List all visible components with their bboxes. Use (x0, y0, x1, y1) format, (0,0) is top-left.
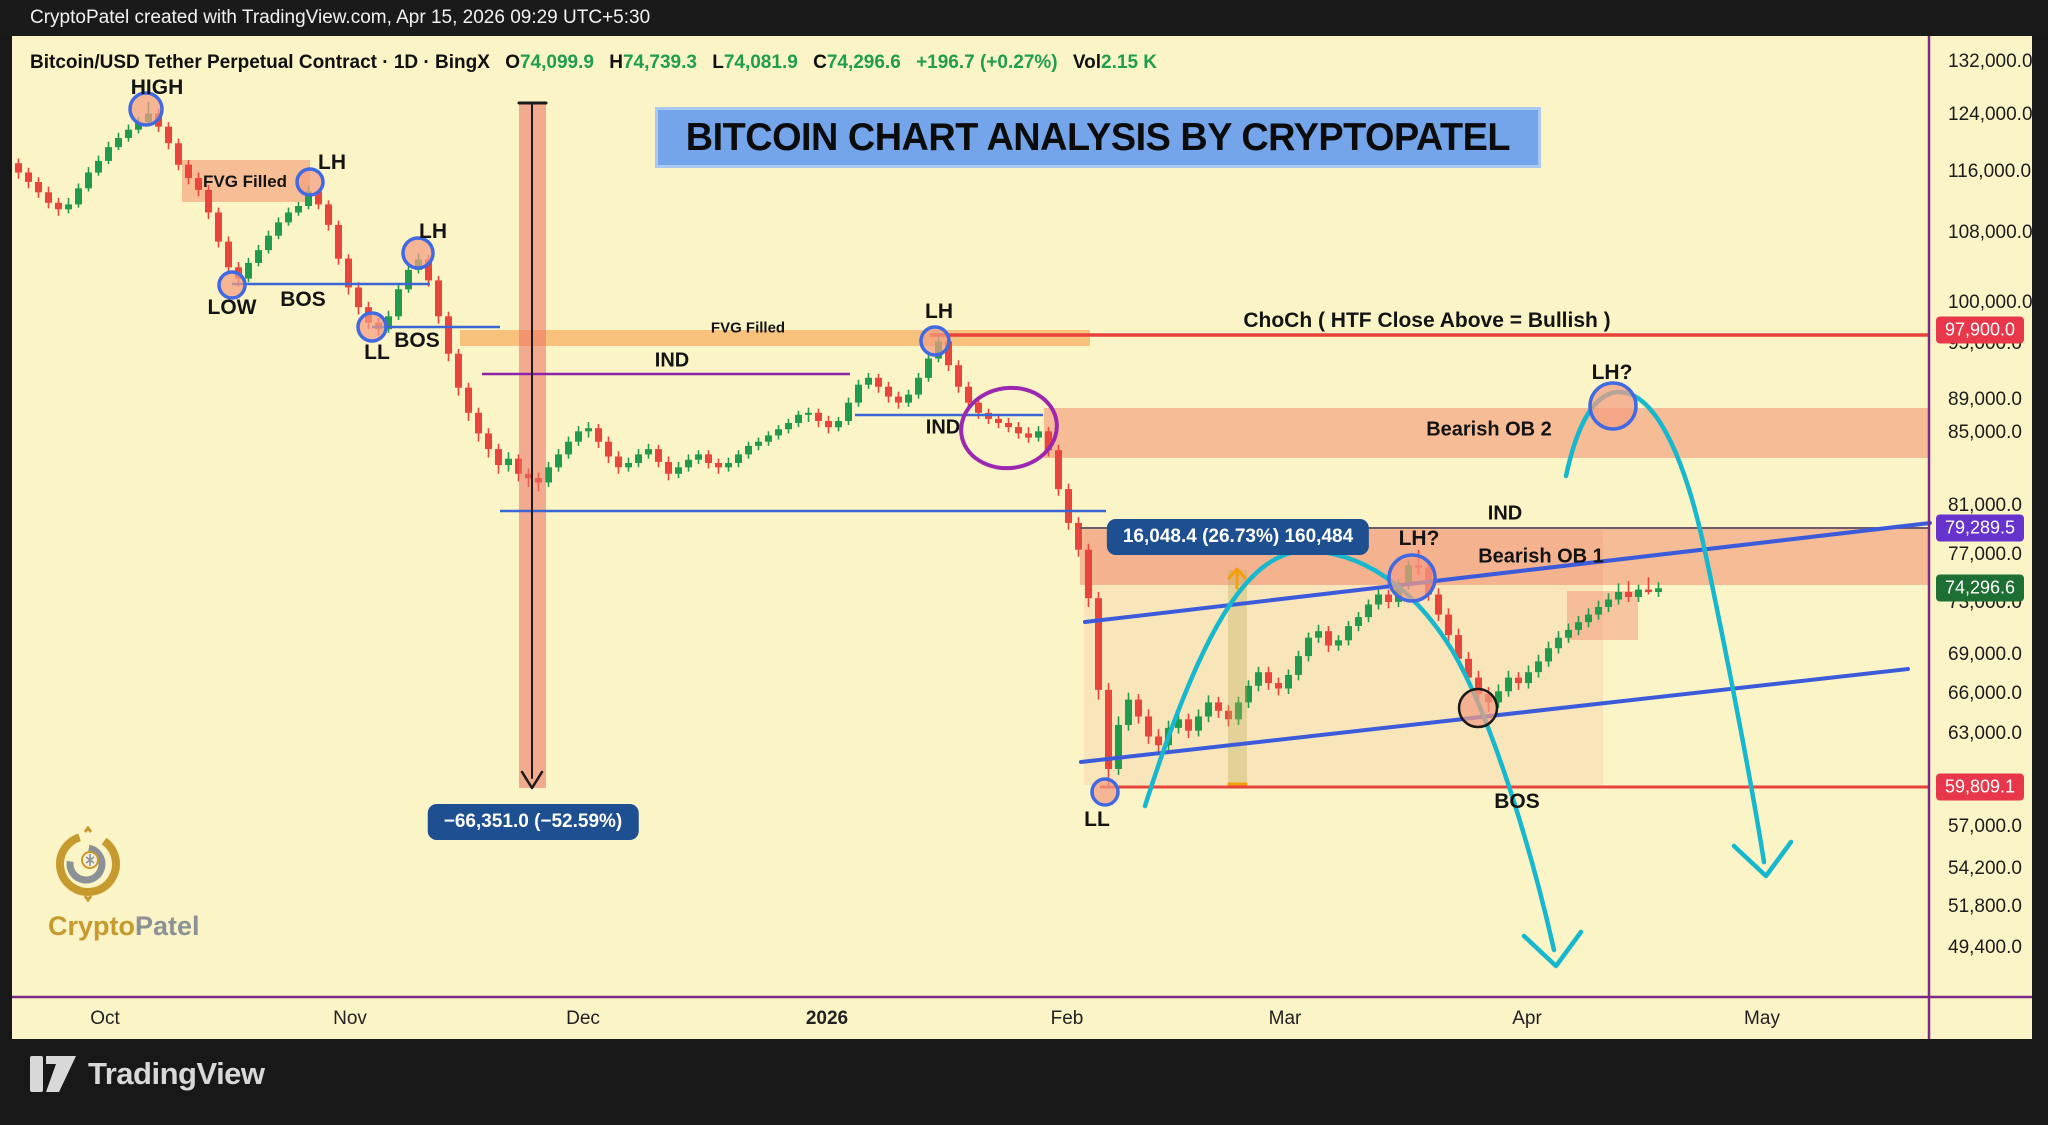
price-level-badge: 74,296.6 (1936, 574, 2025, 602)
ohlc-open-label: O (505, 52, 520, 73)
chart-annotation[interactable]: IND (654, 349, 690, 372)
price-level-badge: 79,289.5 (1936, 514, 2025, 542)
low-circle[interactable] (217, 270, 247, 300)
cyan-arc-1[interactable] (1142, 548, 1557, 953)
chart-annotation[interactable]: LL (1084, 808, 1110, 831)
chart-annotation[interactable]: BOS (1494, 790, 1540, 813)
lh-question-circle-1[interactable] (1387, 553, 1437, 603)
chart-annotation[interactable]: LOW (207, 296, 257, 319)
ohlc-high-value: 74,739.3 (622, 52, 697, 73)
volume-label: Vol (1072, 52, 1102, 73)
chart-annotation[interactable]: BOS (280, 288, 326, 311)
cyan-arrowhead-2[interactable] (1731, 839, 1794, 879)
ind-ellipse[interactable] (956, 382, 1062, 475)
price-scale-label: 49,400.0 (1948, 937, 2022, 958)
cryptopatel-logo: CryptoPatel (48, 825, 248, 942)
price-scale-label: 85,000.0 (1948, 422, 2022, 443)
chart-annotation[interactable]: IND (925, 416, 961, 439)
volume-value: 2.15 K (1101, 52, 1158, 73)
ohlc-low-value: 74,081.9 (723, 52, 798, 73)
lh-circle-3[interactable] (919, 325, 951, 357)
ohlc-open-value: 74,099.9 (519, 52, 594, 73)
time-axis-label: May (1744, 1008, 1780, 1029)
ohlc-close-value: 74,296.6 (826, 52, 901, 73)
chart-annotation[interactable]: HIGH (130, 76, 184, 99)
time-axis-label: Apr (1512, 1008, 1542, 1029)
chart-annotation[interactable]: LH (419, 220, 447, 243)
price-scale-label: 124,000.0 (1948, 104, 2033, 125)
price-scale-label: 77,000.0 (1948, 544, 2022, 565)
time-axis-label: Dec (566, 1008, 600, 1029)
ohlc-low-label: L (712, 52, 724, 73)
change-value: +196.7 (+0.27%) (916, 52, 1058, 73)
ll-circle-2[interactable] (1090, 777, 1120, 807)
price-scale-label: 100,000.0 (1948, 292, 2033, 313)
chart-annotation[interactable]: LH? (1398, 527, 1440, 550)
long-tool-arrow[interactable] (1227, 567, 1247, 590)
price-level-badge: 97,900.0 (1936, 316, 2025, 344)
cryptopatel-logo-text: CryptoPatel (48, 911, 200, 941)
upper-channel[interactable] (1083, 521, 1932, 624)
chart-annotation[interactable]: Bearish OB 1 (1478, 545, 1604, 568)
lh-circle-2[interactable] (401, 236, 435, 270)
chart-annotation[interactable]: ChoCh ( HTF Close Above = Bullish ) (1243, 309, 1611, 332)
tradingview-wordmark: TradingView (88, 1056, 265, 1091)
title-banner-text: BITCOIN CHART ANALYSIS BY CRYPTOPATEL (685, 115, 1511, 159)
price-level-badge: 59,809.1 (1936, 773, 2025, 801)
title-banner[interactable]: BITCOIN CHART ANALYSIS BY CRYPTOPATEL (655, 107, 1541, 168)
cryptopatel-logo-icon (56, 825, 120, 903)
price-scale-label: 63,000.0 (1948, 723, 2022, 744)
top-bar: CryptoPatel created with TradingView.com… (0, 0, 2048, 36)
time-axis-label: 2026 (805, 1008, 849, 1029)
chart-annotation[interactable]: LH (925, 300, 953, 323)
measurement-badge[interactable]: −66,351.0 (−52.59%) (427, 804, 639, 840)
ll-circle-1[interactable] (356, 311, 388, 343)
chart-annotation[interactable]: IND (1487, 502, 1523, 525)
chart-annotation[interactable]: LH (318, 151, 346, 174)
time-axis[interactable] (12, 999, 2032, 1039)
symbol-header[interactable]: Bitcoin/USD Tether Perpetual Contract · … (30, 52, 1157, 74)
price-scale-label: 66,000.0 (1948, 683, 2022, 704)
price-scale-label: 51,800.0 (1948, 896, 2022, 917)
ohlc-high-label: H (609, 52, 623, 73)
chart-annotation[interactable]: FVG Filled (202, 172, 288, 191)
price-scale-label: 108,000.0 (1948, 222, 2033, 243)
price-scale-label: 54,200.0 (1948, 858, 2022, 879)
chart-annotation[interactable]: Bearish OB 2 (1426, 418, 1552, 441)
price-scale-label: 81,000.0 (1948, 495, 2022, 516)
fvg-box[interactable] (182, 160, 310, 202)
time-axis-label: Nov (333, 1008, 367, 1029)
price-scale-label: 132,000.0 (1948, 51, 2033, 72)
black-circle[interactable] (1457, 687, 1499, 729)
cyan-arrowhead-1[interactable] (1521, 929, 1584, 969)
symbol-name: Bitcoin/USD Tether Perpetual Contract · … (30, 52, 490, 73)
measure-down-arrow[interactable] (520, 770, 544, 790)
tradingview-watermark[interactable]: TradingView (30, 1054, 265, 1094)
ohlc-close-label: C (813, 52, 827, 73)
chart-annotation[interactable]: LL (364, 341, 390, 364)
time-axis-label: Mar (1268, 1008, 1302, 1029)
chart-annotation[interactable]: BOS (394, 329, 440, 352)
price-scale-label: 69,000.0 (1948, 644, 2022, 665)
lh-circle-1[interactable] (295, 167, 325, 197)
lh-question-circle-2[interactable] (1588, 381, 1638, 431)
top-bar-text: CryptoPatel created with TradingView.com… (30, 7, 651, 28)
price-scale-label: 89,000.0 (1948, 389, 2022, 410)
tradingview-icon (30, 1056, 76, 1092)
measurement-badge[interactable]: 16,048.4 (26.73%) 160,484 (1106, 519, 1370, 555)
time-axis-label: Feb (1050, 1008, 1084, 1029)
long-position-band[interactable] (1228, 570, 1247, 785)
chart-annotation[interactable]: LH? (1591, 361, 1633, 384)
highlight-box[interactable] (1567, 591, 1638, 640)
candles[interactable] (15, 101, 1662, 788)
chart-annotation[interactable]: FVG Filled (710, 319, 786, 337)
price-scale-label: 116,000.0 (1948, 161, 2032, 182)
price-scale-label: 57,000.0 (1948, 816, 2022, 837)
bearish-ob-2[interactable] (1044, 408, 1929, 458)
time-axis-label: Oct (90, 1008, 120, 1029)
high-circle[interactable] (128, 91, 164, 127)
